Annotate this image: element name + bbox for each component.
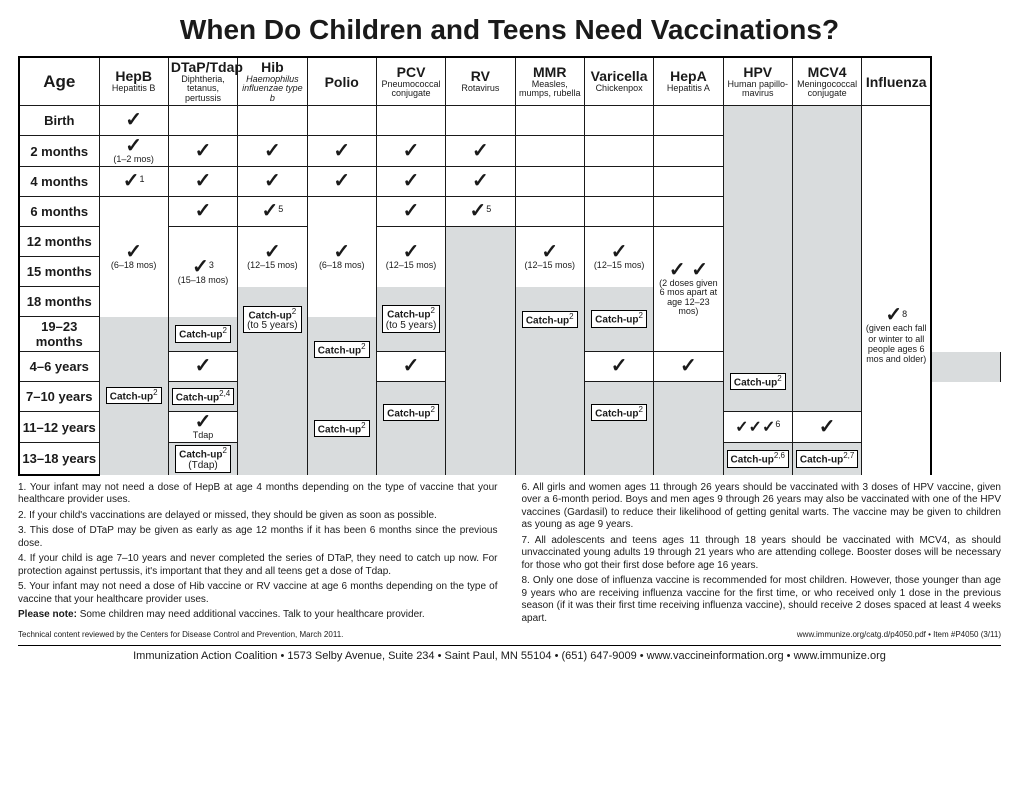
row-6mos: 6 months ✓(6–18 mos) ✓ ✓5 ✓(6–18 mos) ✓ … bbox=[19, 197, 1001, 227]
col-influenza: Influenza bbox=[862, 57, 931, 106]
col-var: VaricellaChickenpox bbox=[584, 57, 653, 106]
fn-8: 8. Only one dose of influenza vaccine is… bbox=[522, 575, 1002, 625]
col-hepb: HepBHepatitis B bbox=[99, 57, 168, 106]
col-age: Age bbox=[19, 57, 99, 106]
fn-5: 5. Your infant may not need a dose of Hi… bbox=[18, 581, 498, 606]
vaccine-schedule-table: Age HepBHepatitis B DTaP/TdapDiphtheria,… bbox=[18, 56, 1001, 476]
flu-cell: ✓8(given each fall or winter to all peop… bbox=[862, 197, 931, 475]
fn-6: 6. All girls and women ages 11 through 2… bbox=[522, 482, 1002, 532]
please-note: Please note: Please note: Some children … bbox=[18, 609, 498, 622]
col-hib: HibHaemophilus influenzae type b bbox=[238, 57, 307, 106]
col-rv: RVRotavirus bbox=[446, 57, 515, 106]
footer-contact: Immunization Action Coalition • 1573 Sel… bbox=[18, 650, 1001, 662]
fn-2: 2. If your child's vaccinations are dela… bbox=[18, 510, 498, 523]
col-mcv4: MCV4Meningococcal conjugate bbox=[792, 57, 861, 106]
col-hpv: HPVHuman papillo-mavirus bbox=[723, 57, 792, 106]
col-polio: Polio bbox=[307, 57, 376, 106]
col-mmr: MMRMeasles, mumps, rubella bbox=[515, 57, 584, 106]
fn-7: 7. All adolescents and teens ages 11 thr… bbox=[522, 535, 1002, 573]
tech-line: Technical content reviewed by the Center… bbox=[18, 630, 1001, 639]
row-4mos: 4 months ✓1 ✓ ✓ ✓ ✓ ✓ bbox=[19, 167, 1001, 197]
fn-3: 3. This dose of DTaP may be given as ear… bbox=[18, 525, 498, 550]
footnotes: 1. Your infant may not need a dose of He… bbox=[18, 482, 1001, 629]
row-birth: Birth ✓ bbox=[19, 106, 1001, 136]
fn-1: 1. Your infant may not need a dose of He… bbox=[18, 482, 498, 507]
flu-cell-top bbox=[862, 106, 931, 197]
page-title: When Do Children and Teens Need Vaccinat… bbox=[18, 14, 1001, 46]
col-hepa: HepAHepatitis A bbox=[654, 57, 723, 106]
row-2mos: 2 months ✓(1–2 mos) ✓ ✓ ✓ ✓ ✓ bbox=[19, 136, 1001, 167]
col-pcv: PCVPneumococcal conjugate bbox=[376, 57, 445, 106]
col-dtap: DTaP/TdapDiphtheria, tetanus, pertussis bbox=[168, 57, 237, 106]
fn-4: 4. If your child is age 7–10 years and n… bbox=[18, 553, 498, 578]
